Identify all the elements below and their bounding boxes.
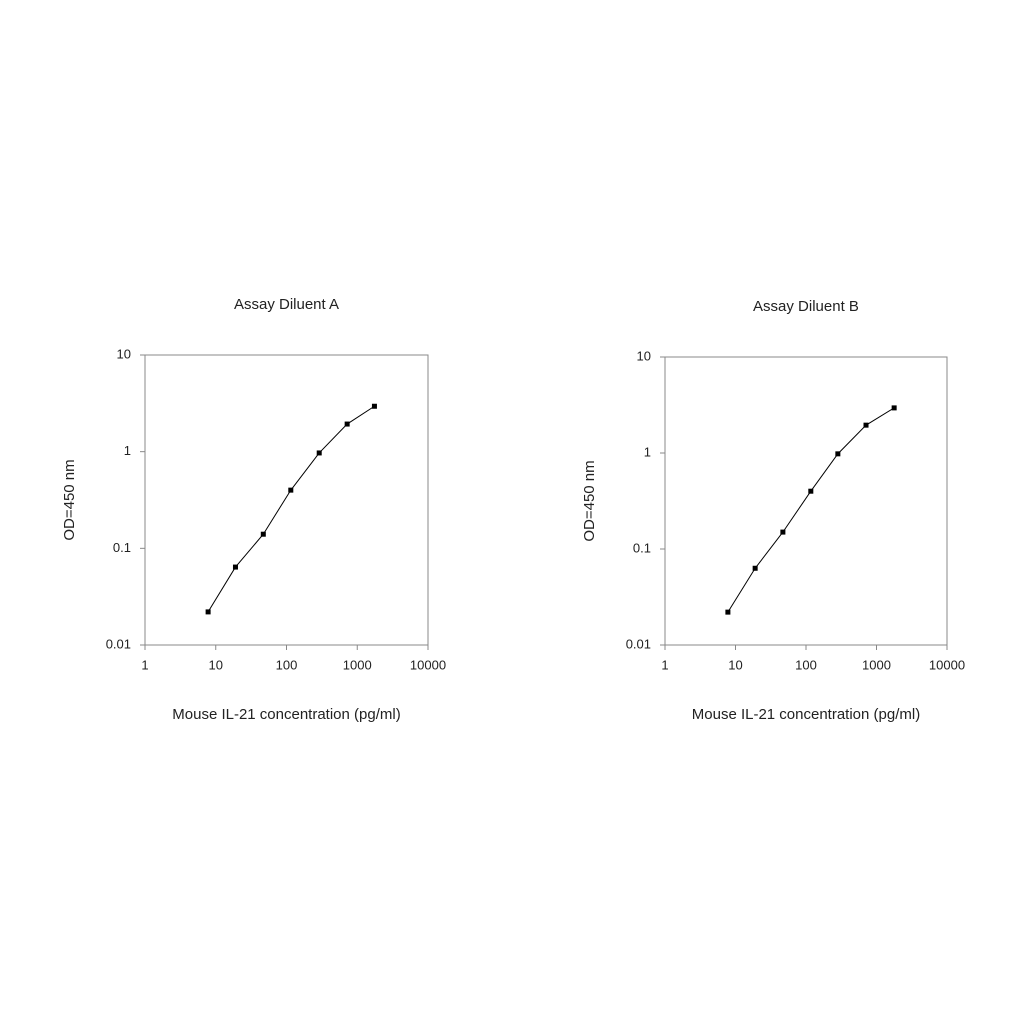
y-axis-label: OD=450 nm	[61, 459, 78, 540]
y-tick-label: 0.01	[106, 636, 131, 651]
y-tick-label: 0.1	[633, 540, 651, 555]
x-tick-label: 10000	[929, 657, 965, 672]
y-tick-label: 1	[644, 444, 651, 459]
y-tick-label: 0.1	[113, 540, 131, 555]
x-tick-label: 100	[276, 657, 298, 672]
x-tick-label: 1000	[343, 657, 372, 672]
data-point	[725, 609, 731, 615]
data-point	[344, 421, 350, 427]
y-tick-label: 1	[124, 443, 131, 458]
data-point	[863, 422, 869, 428]
x-tick-label: 1	[661, 657, 668, 672]
y-axis-label: OD=450 nm	[581, 460, 598, 541]
data-line	[727, 407, 895, 613]
data-point	[780, 529, 786, 535]
data-point	[316, 450, 322, 456]
chart-title: Assay Diluent B	[753, 298, 859, 315]
chart-title: Assay Diluent A	[234, 296, 339, 313]
data-point	[260, 531, 266, 537]
x-tick-label: 1	[141, 657, 148, 672]
data-line	[207, 405, 375, 613]
x-axis-label: Mouse IL-21 concentration (pg/ml)	[692, 706, 920, 723]
data-point	[288, 487, 294, 493]
y-tick-label: 10	[637, 348, 651, 363]
x-tick-label: 10	[728, 657, 742, 672]
x-axis-label: Mouse IL-21 concentration (pg/ml)	[172, 706, 400, 723]
x-tick-label: 1000	[862, 657, 891, 672]
plot-frame	[664, 356, 948, 646]
x-tick-label: 10	[209, 657, 223, 672]
y-tick-label: 0.01	[626, 636, 651, 651]
x-tick-label: 10000	[410, 657, 446, 672]
y-tick-label: 10	[117, 346, 131, 361]
data-point	[891, 405, 897, 411]
plot-frame	[144, 354, 429, 646]
data-point	[835, 451, 841, 457]
data-point	[232, 564, 238, 570]
x-tick-label: 100	[795, 657, 817, 672]
data-point	[205, 609, 211, 615]
data-point	[371, 403, 377, 409]
data-point	[808, 488, 814, 494]
data-point	[752, 565, 758, 571]
